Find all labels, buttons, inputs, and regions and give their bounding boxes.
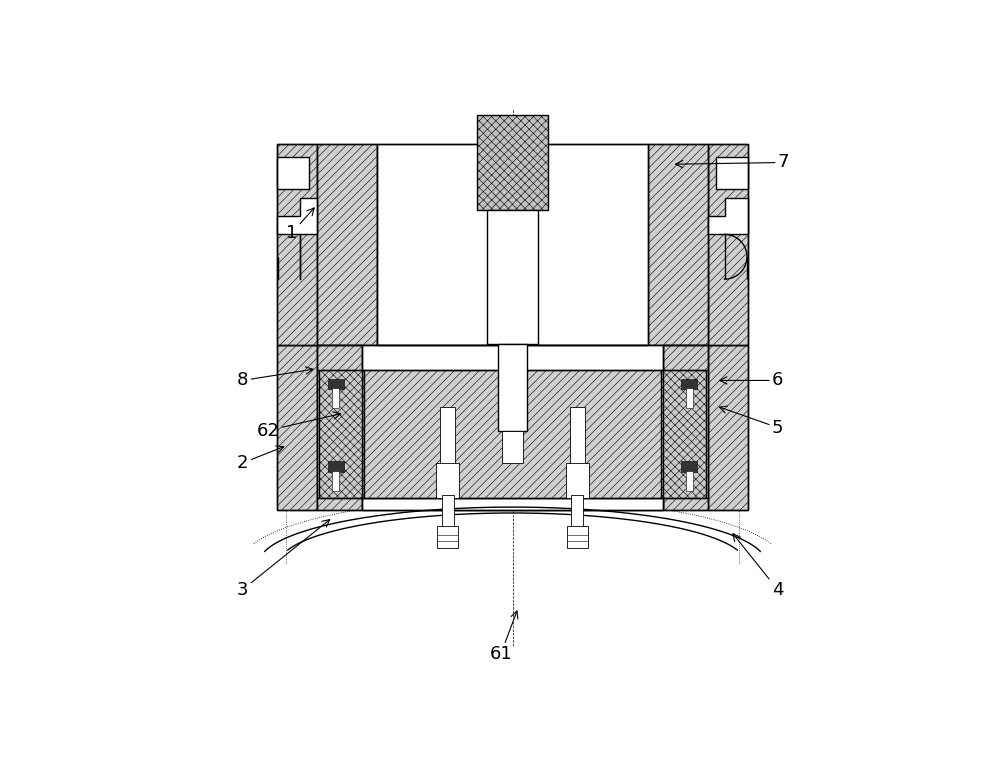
Bar <box>681 461 697 472</box>
Bar <box>502 431 523 463</box>
Bar <box>686 470 693 490</box>
Bar <box>277 157 309 189</box>
Bar <box>570 407 585 498</box>
Bar <box>332 470 339 490</box>
Text: 5: 5 <box>720 406 783 437</box>
Polygon shape <box>277 345 317 510</box>
Polygon shape <box>277 144 317 345</box>
Text: 6: 6 <box>720 372 783 389</box>
Bar <box>328 461 344 472</box>
Bar <box>440 407 455 498</box>
Bar <box>362 345 663 510</box>
Bar <box>571 495 583 528</box>
Bar <box>442 495 454 528</box>
Polygon shape <box>277 198 317 234</box>
Bar <box>328 379 344 389</box>
Text: 62: 62 <box>257 412 341 440</box>
Polygon shape <box>317 144 377 345</box>
Bar <box>487 210 538 344</box>
Text: 61: 61 <box>489 611 518 663</box>
Bar <box>566 463 589 498</box>
Text: 8: 8 <box>237 367 313 389</box>
Polygon shape <box>317 345 362 510</box>
Polygon shape <box>708 345 748 510</box>
Text: 3: 3 <box>237 519 330 598</box>
Bar <box>332 388 339 408</box>
Bar <box>437 526 458 549</box>
Bar <box>686 388 693 408</box>
Polygon shape <box>661 369 706 498</box>
Text: 4: 4 <box>733 534 783 598</box>
Bar <box>716 157 748 189</box>
Bar <box>567 526 588 549</box>
Bar <box>436 463 459 498</box>
Polygon shape <box>648 144 708 345</box>
Text: 2: 2 <box>237 446 284 472</box>
Polygon shape <box>364 369 661 498</box>
Polygon shape <box>708 144 748 345</box>
Polygon shape <box>663 345 708 510</box>
Text: 7: 7 <box>676 154 789 171</box>
Bar <box>377 144 648 345</box>
Bar <box>362 498 663 510</box>
Text: 1: 1 <box>286 208 314 243</box>
Polygon shape <box>708 198 748 234</box>
Polygon shape <box>319 369 364 498</box>
Bar <box>477 116 548 210</box>
Bar <box>681 379 697 389</box>
Bar <box>498 344 527 431</box>
